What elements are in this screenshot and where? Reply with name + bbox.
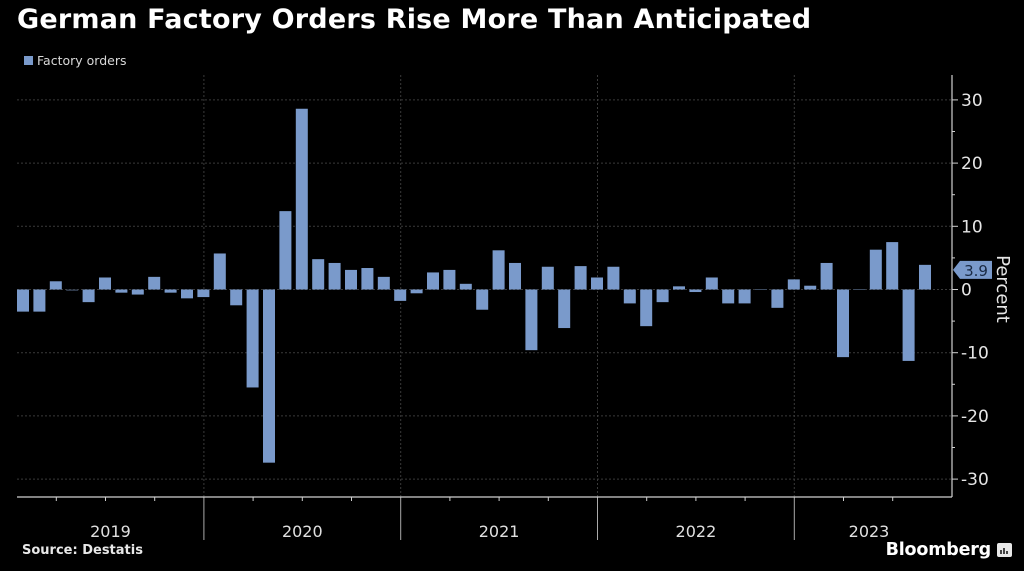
last-value-label: 3.9 [964, 262, 988, 280]
bar-feb-2021 [427, 272, 439, 290]
bar-dec-2019 [197, 289, 210, 298]
bar-apr-2019 [66, 289, 79, 291]
bar-feb-2020 [230, 289, 243, 306]
bar-oct-2022 [755, 289, 767, 290]
y-axis-title: Percent [992, 255, 1013, 323]
bar-apr-2022 [656, 289, 669, 303]
bar-may-2020 [279, 211, 292, 290]
bar-nov-2020 [377, 276, 390, 290]
y-tick-label: -30 [961, 470, 989, 490]
y-tick-label: -20 [961, 407, 989, 427]
bar-jun-2022 [689, 289, 702, 293]
x-year-label: 2021 [479, 522, 520, 541]
bar-aug-2020 [328, 262, 341, 290]
bar-jun-2023 [886, 242, 899, 290]
bar-apr-2023 [853, 289, 866, 290]
bar-jul-2019 [115, 289, 128, 293]
bar-dec-2020 [394, 289, 407, 301]
bar-jan-2023 [804, 285, 817, 290]
bar-apr-2021 [459, 283, 472, 290]
bar-jul-2020 [312, 259, 325, 290]
bar-feb-2022 [623, 289, 636, 304]
bar-may-2021 [476, 289, 489, 310]
x-year-label: 2019 [90, 522, 131, 541]
bar-jun-2020 [295, 108, 308, 290]
y-tick-label: 30 [961, 91, 983, 111]
bar-sep-2022 [738, 289, 751, 304]
bar-oct-2021 [558, 289, 571, 329]
y-tick-label: -10 [961, 344, 989, 364]
bar-jan-2020 [213, 253, 226, 290]
y-tick-label: 20 [961, 154, 983, 174]
bar-aug-2021 [525, 289, 538, 351]
bar-may-2022 [673, 286, 685, 290]
bar-jan-2021 [410, 289, 423, 294]
bar-aug-2019 [131, 289, 144, 295]
bar-jun-2019 [99, 277, 111, 290]
source-note: Source: Destatis [22, 543, 143, 558]
bar-sep-2020 [345, 269, 357, 290]
legend-label: Factory orders [37, 53, 127, 68]
legend-swatch [24, 56, 33, 65]
bar-jan-2022 [607, 266, 620, 290]
bar-mar-2020 [246, 289, 259, 388]
bar-feb-2019 [33, 289, 46, 312]
y-tick-label: 10 [961, 217, 983, 237]
bar-jul-2023 [902, 289, 915, 361]
bar-feb-2023 [820, 262, 833, 290]
bar-may-2023 [869, 249, 882, 290]
bar-oct-2020 [361, 268, 374, 290]
chart-title: German Factory Orders Rise More Than Ant… [17, 4, 812, 35]
bar-mar-2019 [49, 281, 62, 290]
bar-dec-2021 [591, 277, 603, 290]
x-year-label: 2020 [282, 522, 323, 541]
axes [17, 75, 958, 540]
last-value-badge [953, 260, 992, 279]
x-year-label: 2022 [676, 522, 717, 541]
bar-oct-2019 [164, 289, 177, 293]
bar-aug-2023 [919, 264, 931, 290]
bar-jul-2021 [509, 262, 521, 290]
bar-mar-2022 [640, 289, 653, 327]
bar-nov-2019 [181, 289, 193, 299]
bar-dec-2022 [787, 279, 800, 290]
bars [17, 108, 931, 463]
x-year-label: 2023 [849, 522, 890, 541]
bar-sep-2019 [148, 276, 161, 290]
bar-apr-2020 [263, 289, 275, 463]
bar-nov-2022 [771, 289, 784, 308]
bar-jan-2019 [17, 289, 29, 312]
bar-may-2019 [82, 289, 95, 303]
bar-nov-2021 [574, 266, 587, 290]
bar-mar-2021 [443, 269, 456, 290]
bar-mar-2023 [837, 289, 849, 358]
bar-jun-2021 [492, 250, 505, 290]
axis-labels: 30 20 10 0 -10 -20 -30 2019 2020 2021 2022 2023 Perc… [90, 91, 1013, 541]
bar-sep-2021 [541, 266, 554, 290]
legend: Factory orders [24, 53, 126, 68]
bloomberg-logo: Bloomberg [885, 540, 992, 560]
bar-chart-icon [997, 543, 1012, 557]
bar-aug-2022 [722, 289, 735, 304]
bar-jul-2022 [705, 277, 718, 290]
y-tick-label: 0 [961, 281, 972, 301]
